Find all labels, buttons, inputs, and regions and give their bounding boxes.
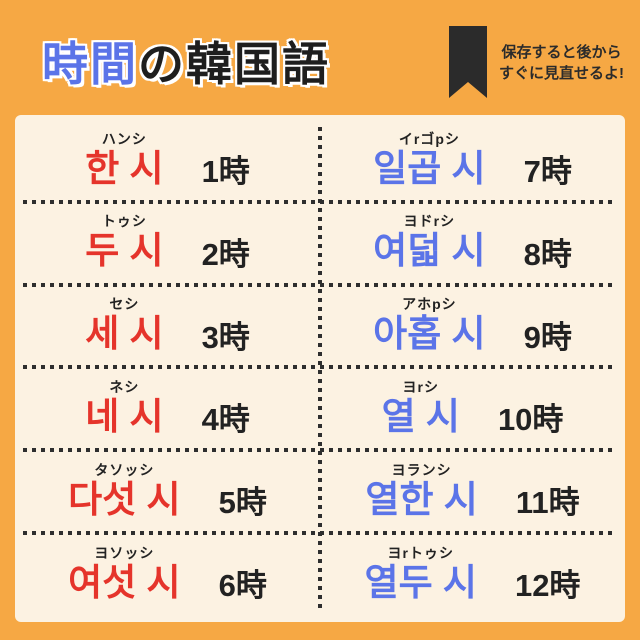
- korean-word: 여섯 시: [68, 561, 181, 603]
- vocab-cell-10h: ヨrシ 열 시 10時: [320, 369, 625, 448]
- word-block: ヨrシ 열 시: [382, 380, 460, 438]
- vocab-table: ハンシ 한 시 1時 イrゴpシ 일곱 시 7時 トゥシ 두 시: [15, 115, 625, 622]
- korean-word: 한 시: [85, 147, 164, 189]
- furigana-label: ハンシ: [101, 130, 147, 147]
- word-block: ヨランシ 열한 시: [365, 463, 477, 521]
- korean-word: 열 시: [381, 396, 460, 438]
- page-title: 時間の韓国語: [42, 28, 330, 94]
- time-label: 12時: [514, 568, 581, 604]
- vocab-cell-4h: ネシ 네 시 4時: [15, 369, 320, 448]
- vocab-cell-11h: ヨランシ 열한 시 11時: [320, 452, 625, 531]
- word-block: アホpシ 아홉 시: [373, 297, 485, 355]
- korean-word: 일곱 시: [373, 147, 486, 189]
- word-block: ヨrトゥシ 열두 시: [365, 546, 477, 604]
- furigana-label: ヨランシ: [391, 461, 452, 478]
- vocab-cell-7h: イrゴpシ 일곱 시 7時: [320, 121, 625, 200]
- time-label: 4時: [201, 402, 250, 438]
- save-callout: 保存すると後から すぐに見直せるよ!: [449, 24, 624, 98]
- furigana-label: タソッシ: [94, 461, 155, 478]
- time-label: 7時: [523, 153, 572, 189]
- korean-word: 열한 시: [365, 478, 478, 520]
- furigana-label: セシ: [109, 296, 140, 313]
- vocab-cell-2h: トゥシ 두 시 2時: [15, 204, 320, 283]
- time-label: 10時: [497, 402, 564, 438]
- time-label: 11時: [515, 485, 580, 521]
- word-block: ヨドrシ 여덟 시: [373, 214, 485, 272]
- korean-word: 아홉 시: [373, 313, 486, 355]
- time-label: 9時: [523, 319, 572, 355]
- vocab-cell-3h: セシ 세 시 3時: [15, 287, 320, 366]
- table-row: ハンシ 한 시 1時 イrゴpシ 일곱 시 7時: [15, 121, 625, 200]
- page-title-rest: の韓国語: [138, 37, 330, 90]
- column-divider: [318, 127, 322, 610]
- furigana-label: イrゴpシ: [398, 130, 460, 147]
- table-row: ヨソッシ 여섯 시 6時 ヨrトゥシ 열두 시 12時: [15, 535, 625, 614]
- word-block: ヨソッシ 여섯 시: [68, 546, 180, 604]
- korean-word: 여덟 시: [373, 230, 486, 272]
- vocab-cell-12h: ヨrトゥシ 열두 시 12時: [320, 535, 625, 614]
- word-block: イrゴpシ 일곱 시: [373, 132, 485, 190]
- furigana-label: ネシ: [109, 379, 140, 396]
- furigana-label: アホpシ: [402, 296, 457, 313]
- furigana-label: ヨドrシ: [403, 213, 456, 230]
- korean-word: 네 시: [85, 396, 164, 438]
- time-label: 3時: [201, 319, 250, 355]
- furigana-label: ヨソッシ: [94, 544, 155, 561]
- time-label: 1時: [201, 153, 250, 189]
- word-block: ハンシ 한 시: [85, 132, 163, 190]
- time-label: 6時: [218, 568, 267, 604]
- korean-word: 세 시: [85, 313, 164, 355]
- time-label: 5時: [218, 485, 267, 521]
- table-row: セシ 세 시 3時 アホpシ 아홉 시 9時: [15, 287, 625, 366]
- vocab-cell-6h: ヨソッシ 여섯 시 6時: [15, 535, 320, 614]
- page-title-highlight: 時間: [42, 37, 138, 90]
- word-block: トゥシ 두 시: [85, 214, 163, 272]
- save-note-line2: すぐに見直せるよ!: [499, 65, 624, 83]
- save-note: 保存すると後から すぐに見直せるよ!: [499, 42, 624, 86]
- vocab-cell-1h: ハンシ 한 시 1時: [15, 121, 320, 200]
- korean-word: 두 시: [85, 230, 164, 272]
- time-label: 2時: [201, 236, 250, 272]
- word-block: タソッシ 다섯 시: [68, 463, 180, 521]
- header: 時間の韓国語 保存すると後から すぐに見直せるよ!: [0, 0, 640, 115]
- word-block: セシ 세 시: [85, 297, 163, 355]
- word-block: ネシ 네 시: [85, 380, 163, 438]
- furigana-label: ヨrトゥシ: [387, 544, 454, 561]
- table-row: ネシ 네 시 4時 ヨrシ 열 시 10時: [15, 369, 625, 448]
- furigana-label: ヨrシ: [402, 379, 439, 396]
- table-row: タソッシ 다섯 시 5時 ヨランシ 열한 시 11時: [15, 452, 625, 531]
- korean-word: 열두 시: [364, 561, 477, 603]
- table-row: トゥシ 두 시 2時 ヨドrシ 여덟 시 8時: [15, 204, 625, 283]
- bookmark-icon: [449, 25, 487, 98]
- vocab-cell-9h: アホpシ 아홉 시 9時: [320, 287, 625, 366]
- furigana-label: トゥシ: [101, 213, 147, 230]
- save-note-line1: 保存すると後から: [501, 43, 622, 61]
- time-label: 8時: [523, 236, 572, 272]
- vocab-cell-8h: ヨドrシ 여덟 시 8時: [320, 204, 625, 283]
- korean-word: 다섯 시: [68, 478, 181, 520]
- vocab-cell-5h: タソッシ 다섯 시 5時: [15, 452, 320, 531]
